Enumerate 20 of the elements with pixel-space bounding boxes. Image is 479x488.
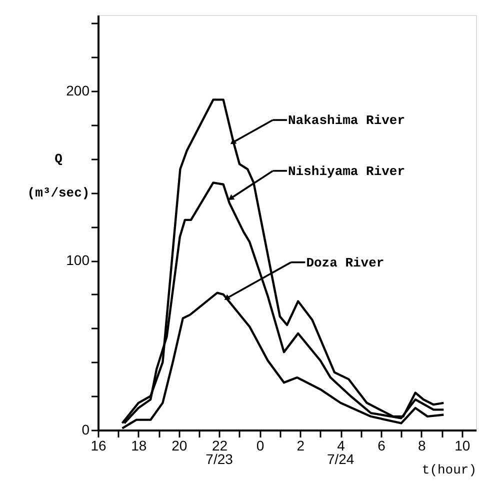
x-tick-label: 6 bbox=[378, 438, 386, 454]
y-tick-label: 0 bbox=[82, 422, 90, 438]
legend-label: Nakashima River bbox=[288, 113, 406, 128]
x-tick-label: 2 bbox=[296, 438, 305, 454]
x-tick-label: 8 bbox=[418, 438, 426, 454]
x-tick-label: 0 bbox=[256, 438, 264, 454]
text: 7/23 bbox=[206, 451, 234, 467]
legend-label: Nishiyama River bbox=[288, 164, 406, 179]
x-tick-label: 4 bbox=[337, 438, 346, 454]
text: Q (m³/sec) bbox=[27, 152, 90, 200]
x-tick-label: 10 bbox=[454, 438, 470, 454]
x-tick-label: 20 bbox=[172, 438, 188, 454]
x-tick-label: 22 bbox=[212, 438, 228, 454]
x-axis-title: t(hour) bbox=[422, 462, 476, 478]
y-tick-label: 100 bbox=[66, 252, 90, 268]
x-tick-label: 18 bbox=[131, 438, 147, 454]
text: 7/24 bbox=[326, 451, 354, 467]
legend-label: Doza River bbox=[306, 255, 384, 270]
x-tick-label: 16 bbox=[90, 438, 106, 454]
y-tick-label: 200 bbox=[66, 82, 90, 99]
